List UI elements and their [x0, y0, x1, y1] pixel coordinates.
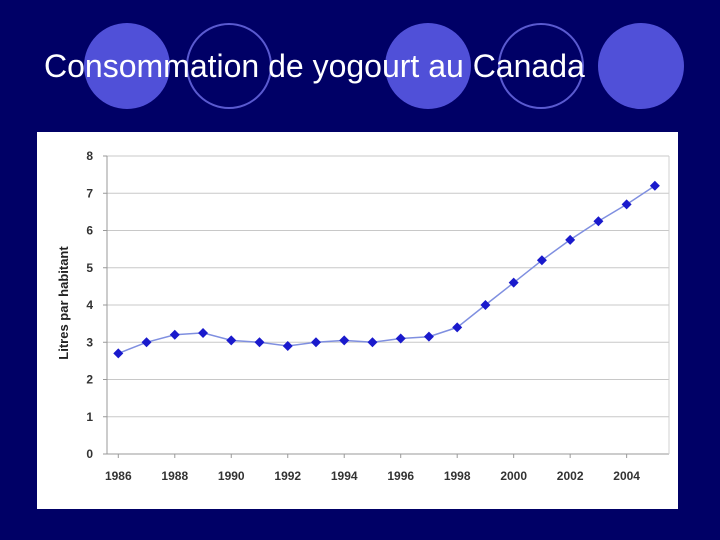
chart-panel: 0 1 2 3 4 5 6 7 8 1986 1988 1990 1992 1994 1996 1998 200… [37, 132, 678, 509]
line-chart: 0 1 2 3 4 5 6 7 8 1986 1988 1990 1992 1994 1996 1998 200… [56, 149, 670, 483]
y-tick-label: 1 [86, 410, 93, 424]
decorative-circle-4 [498, 23, 584, 109]
axes [103, 155, 670, 458]
y-tick-label: 6 [86, 224, 93, 238]
x-tick-label: 1988 [161, 469, 188, 483]
data-point [141, 337, 152, 348]
x-tick-label: 1986 [105, 469, 132, 483]
decorative-circle-3 [385, 23, 471, 109]
data-point [536, 255, 547, 266]
x-tick-label: 2002 [557, 469, 584, 483]
data-point [621, 199, 632, 210]
x-tick-label: 2004 [613, 469, 640, 483]
decorative-circle-2 [186, 23, 272, 109]
gridlines [107, 155, 669, 418]
x-tick-label: 2000 [500, 469, 527, 483]
data-point [367, 337, 378, 348]
data-point [395, 333, 406, 344]
data-point [423, 331, 434, 342]
data-point [310, 337, 321, 348]
x-tick-label: 1990 [218, 469, 245, 483]
y-tick-label: 0 [86, 447, 93, 461]
slide-title: Consommation de yogourt au Canada [44, 48, 585, 84]
series [113, 180, 660, 359]
y-axis-label: Litres par habitant [56, 246, 71, 360]
data-point [198, 327, 209, 338]
x-tick-label: 1994 [331, 469, 358, 483]
data-point [593, 216, 604, 227]
data-point [113, 348, 124, 359]
data-point [452, 322, 463, 333]
data-point [282, 340, 293, 351]
x-tick-label: 1998 [444, 469, 471, 483]
y-tick-label: 8 [86, 149, 93, 163]
data-point [339, 335, 350, 346]
data-point [226, 335, 237, 346]
data-point [254, 337, 265, 348]
decorative-circle-5 [598, 23, 684, 109]
data-point [565, 234, 576, 245]
tick-labels: 0 1 2 3 4 5 6 7 8 1986 1988 1990 1992 1994 1996 1998 200… [86, 149, 640, 483]
x-tick-label: 1992 [274, 469, 301, 483]
y-tick-label: 7 [86, 186, 93, 200]
decorative-circle-1 [84, 23, 170, 109]
data-point [480, 300, 491, 310]
series-line [118, 185, 656, 355]
data-point [169, 329, 180, 340]
x-tick-label: 1996 [387, 469, 414, 483]
data-point [649, 180, 660, 191]
y-tick-label: 4 [86, 298, 93, 312]
data-point [508, 277, 519, 288]
y-tick-label: 3 [86, 335, 93, 349]
y-tick-label: 5 [86, 261, 93, 275]
y-tick-label: 2 [86, 373, 93, 387]
